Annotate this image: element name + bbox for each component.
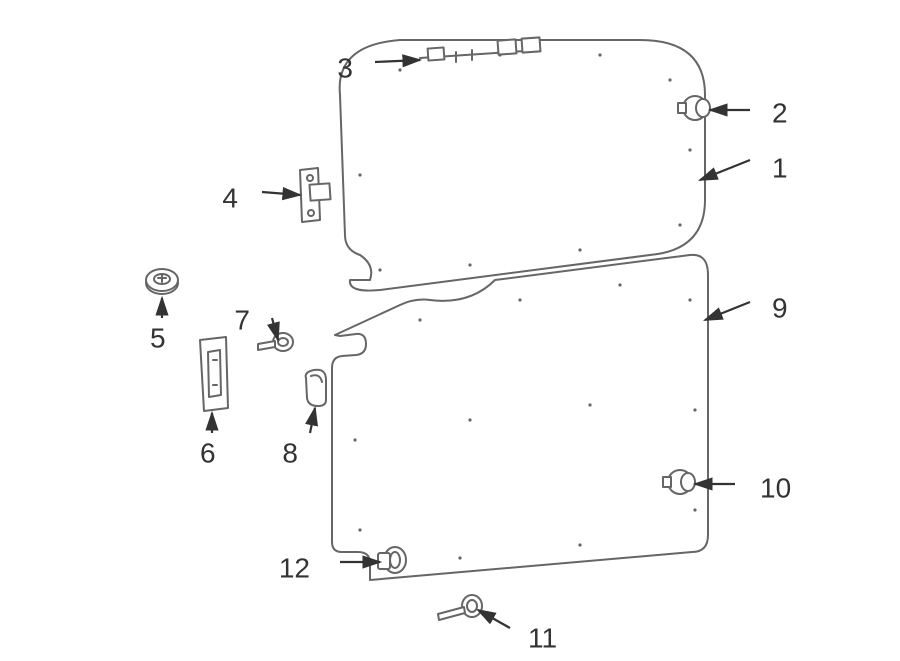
callout-number-7: 7 — [234, 304, 250, 335]
callout-arrow-11 — [478, 610, 510, 628]
lower-panel — [332, 255, 708, 580]
bolt — [438, 595, 482, 620]
screw-pin — [258, 333, 293, 351]
parts-diagram: 123456789101112 — [0, 0, 900, 661]
callout-number-9: 9 — [772, 292, 788, 323]
callout-number-8: 8 — [282, 437, 298, 468]
callout-number-1: 1 — [772, 152, 788, 183]
callout-number-4: 4 — [222, 182, 238, 213]
upper-panel — [340, 40, 705, 291]
side-bracket — [300, 168, 331, 222]
callout-number-5: 5 — [150, 322, 166, 353]
callout-arrow-4 — [262, 192, 300, 195]
callout-number-10: 10 — [760, 472, 791, 503]
callout-arrow-8 — [310, 408, 315, 433]
callout-arrow-9 — [705, 302, 750, 320]
callout-number-11: 11 — [528, 622, 557, 653]
callout-number-3: 3 — [337, 52, 353, 83]
callout-number-6: 6 — [200, 437, 216, 468]
latch-cover — [200, 337, 228, 411]
cap — [306, 370, 326, 406]
callout-number-12: 12 — [279, 552, 310, 583]
push-clip — [146, 269, 178, 294]
callout-number-2: 2 — [772, 97, 788, 128]
callout-arrow-1 — [700, 160, 750, 180]
